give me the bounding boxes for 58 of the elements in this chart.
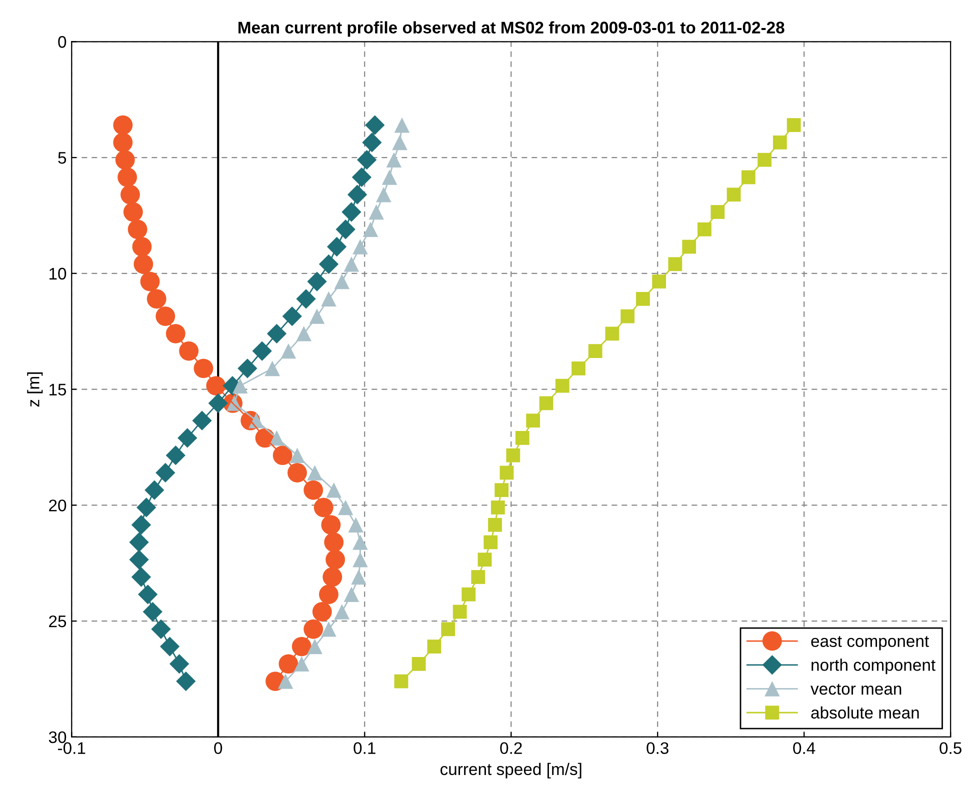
point bbox=[134, 254, 154, 274]
point bbox=[336, 220, 356, 240]
x-tick-label: 0 bbox=[214, 742, 222, 754]
y-axis-title: z [m] bbox=[27, 372, 43, 407]
point bbox=[314, 498, 334, 518]
point bbox=[131, 567, 152, 587]
y-tick-label: 5 bbox=[58, 152, 66, 164]
point bbox=[146, 289, 166, 309]
point bbox=[129, 532, 149, 552]
point bbox=[494, 483, 509, 498]
point bbox=[278, 674, 294, 689]
point bbox=[136, 498, 156, 518]
x-tick-label: 0.2 bbox=[500, 742, 522, 754]
point bbox=[304, 619, 324, 639]
point bbox=[140, 272, 160, 292]
x-tick-label: -0.1 bbox=[58, 742, 86, 754]
point bbox=[113, 115, 133, 135]
x-tick-label: 0.3 bbox=[646, 742, 668, 754]
y-tick-label: 30 bbox=[48, 731, 66, 744]
point bbox=[462, 587, 476, 602]
legend-label: vector mean bbox=[810, 684, 902, 695]
legend-label: absolute mean bbox=[811, 706, 919, 719]
x-tick-label: 0.4 bbox=[793, 742, 816, 754]
y-tick-label: 15 bbox=[50, 384, 66, 396]
point bbox=[156, 306, 176, 326]
point bbox=[506, 448, 520, 462]
x-tick-label: 0.5 bbox=[940, 742, 962, 754]
point bbox=[488, 518, 502, 532]
y-tick-label: 20 bbox=[49, 500, 66, 512]
point bbox=[166, 446, 186, 466]
point bbox=[160, 636, 180, 656]
point bbox=[288, 462, 307, 482]
point bbox=[144, 480, 164, 500]
y-tick-label: 25 bbox=[49, 615, 66, 628]
point bbox=[304, 480, 324, 500]
point bbox=[515, 431, 530, 445]
x-tick-label: 0.1 bbox=[354, 742, 376, 754]
point bbox=[312, 602, 332, 622]
point bbox=[194, 358, 214, 378]
y-tick-label: 0 bbox=[58, 36, 66, 48]
point bbox=[179, 341, 199, 361]
legend-label: east component bbox=[811, 636, 929, 650]
point bbox=[166, 324, 186, 344]
point bbox=[490, 500, 505, 514]
legend-label: north component bbox=[812, 658, 936, 674]
point bbox=[319, 584, 338, 604]
point bbox=[365, 115, 385, 135]
chart-title: Mean current profile observed at MS02 from 2009-03-01 to 2011-02-28 bbox=[238, 21, 784, 37]
point bbox=[208, 393, 228, 414]
point bbox=[176, 671, 196, 692]
x-axis-title: current speed [m/s] bbox=[440, 762, 582, 778]
point bbox=[178, 428, 198, 448]
point bbox=[786, 118, 801, 132]
point bbox=[282, 306, 302, 326]
point bbox=[471, 570, 486, 584]
point bbox=[138, 584, 158, 604]
y-tick-label: 10 bbox=[50, 268, 66, 280]
point bbox=[169, 654, 190, 674]
